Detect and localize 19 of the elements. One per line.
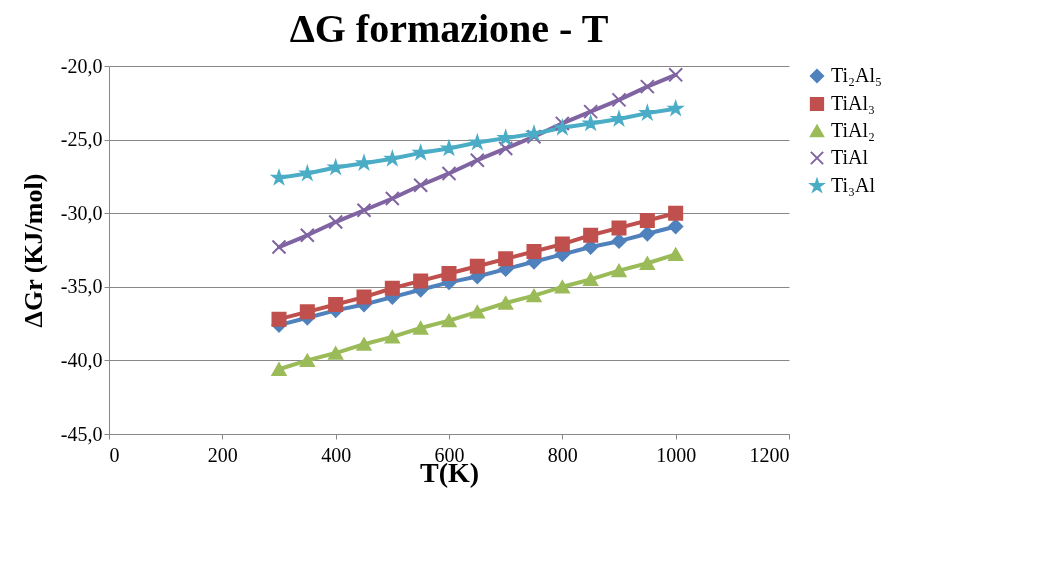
legend-label: Ti₂Al₅ <box>831 64 883 86</box>
legend-label: TiAl <box>831 146 869 168</box>
legend-label: TiAl₃ <box>831 92 876 114</box>
y-tick-label: -20,0 <box>60 54 103 77</box>
x-tick-label: 1000 <box>656 443 697 466</box>
y-tick-label: -40,0 <box>60 348 103 371</box>
y-tick-label: -25,0 <box>60 128 103 151</box>
y-tick-label: -30,0 <box>60 201 103 224</box>
y-tick-label: -35,0 <box>60 275 103 298</box>
y-axis-title: ΔGr (KJ/mol) <box>18 173 48 328</box>
legend-label: TiAl₂ <box>831 119 876 141</box>
chart-title: ΔG formazione - T <box>289 6 609 51</box>
y-tick-label: -45,0 <box>60 422 103 445</box>
x-tick-label: 800 <box>547 443 578 466</box>
x-tick-label: 0 <box>109 443 120 466</box>
x-tick-label: 400 <box>321 443 352 466</box>
x-tick-label: 1200 <box>749 443 790 466</box>
x-tick-label: 200 <box>207 443 238 466</box>
legend-label: Ti₃Al <box>831 174 876 196</box>
